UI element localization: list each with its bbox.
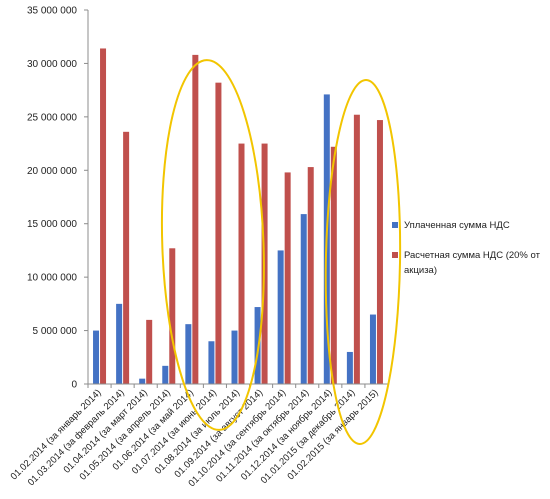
annotations <box>160 59 402 445</box>
bar-calculated-vat <box>169 248 176 384</box>
bar-calculated-vat <box>215 82 222 385</box>
bar-calculated-vat <box>284 172 291 384</box>
bar-paid-vat <box>185 324 192 384</box>
bar-paid-vat <box>231 330 238 384</box>
bar-calculated-vat <box>146 319 153 384</box>
x-tick-label: 01.03.2014 (за февраль 2014) <box>26 387 127 488</box>
legend-label-paid: Уплаченная сумма НДС <box>404 220 510 231</box>
legend: Уплаченная сумма НДС Расчетная сумма НДС… <box>392 218 544 293</box>
y-tick-label: 25 000 000 <box>27 112 77 123</box>
legend-swatch-paid <box>392 222 398 228</box>
bar-paid-vat <box>162 365 169 384</box>
bar-calculated-vat <box>330 146 337 384</box>
y-tick-label: 5 000 000 <box>33 326 78 337</box>
bar-calculated-vat <box>353 114 360 384</box>
bar-paid-vat <box>208 341 215 384</box>
bar-calculated-vat <box>192 54 199 384</box>
bar-paid-vat <box>93 330 100 384</box>
bar-calculated-vat <box>100 48 107 385</box>
bar-calculated-vat <box>238 143 245 384</box>
y-tick-label: 30 000 000 <box>27 59 77 70</box>
highlight-ellipse <box>160 59 265 431</box>
y-axis: 0 5 000 000 10 000 000 15 000 000 20 000 000… <box>27 6 89 391</box>
bar-calculated-vat <box>376 120 383 384</box>
y-tick-label: 15 000 000 <box>27 219 77 230</box>
bars <box>93 48 383 385</box>
bar-paid-vat <box>369 314 376 384</box>
bar-paid-vat <box>346 351 353 384</box>
legend-label-calculated: Расчетная сумма НДС (20% от акциза) <box>404 250 540 276</box>
x-axis: 01.02.2014 (за январь 2014)01.03.2014 (з… <box>9 383 389 489</box>
legend-item-paid: Уплаченная сумма НДС <box>392 218 544 233</box>
highlight-ellipse <box>324 79 402 445</box>
y-tick-label: 0 <box>71 380 77 391</box>
bar-paid-vat <box>254 307 261 384</box>
bar-paid-vat <box>139 378 146 384</box>
legend-swatch-calculated <box>392 252 398 258</box>
y-tick-label: 10 000 000 <box>27 273 77 284</box>
bar-paid-vat <box>300 214 307 384</box>
legend-item-calculated: Расчетная сумма НДС (20% от акциза) <box>392 248 544 278</box>
bar-calculated-vat <box>123 131 130 384</box>
bar-paid-vat <box>277 250 284 384</box>
y-tick-label: 20 000 000 <box>27 166 77 177</box>
y-tick-label: 35 000 000 <box>27 6 77 17</box>
bar-calculated-vat <box>307 167 314 384</box>
bar-paid-vat <box>116 303 123 384</box>
